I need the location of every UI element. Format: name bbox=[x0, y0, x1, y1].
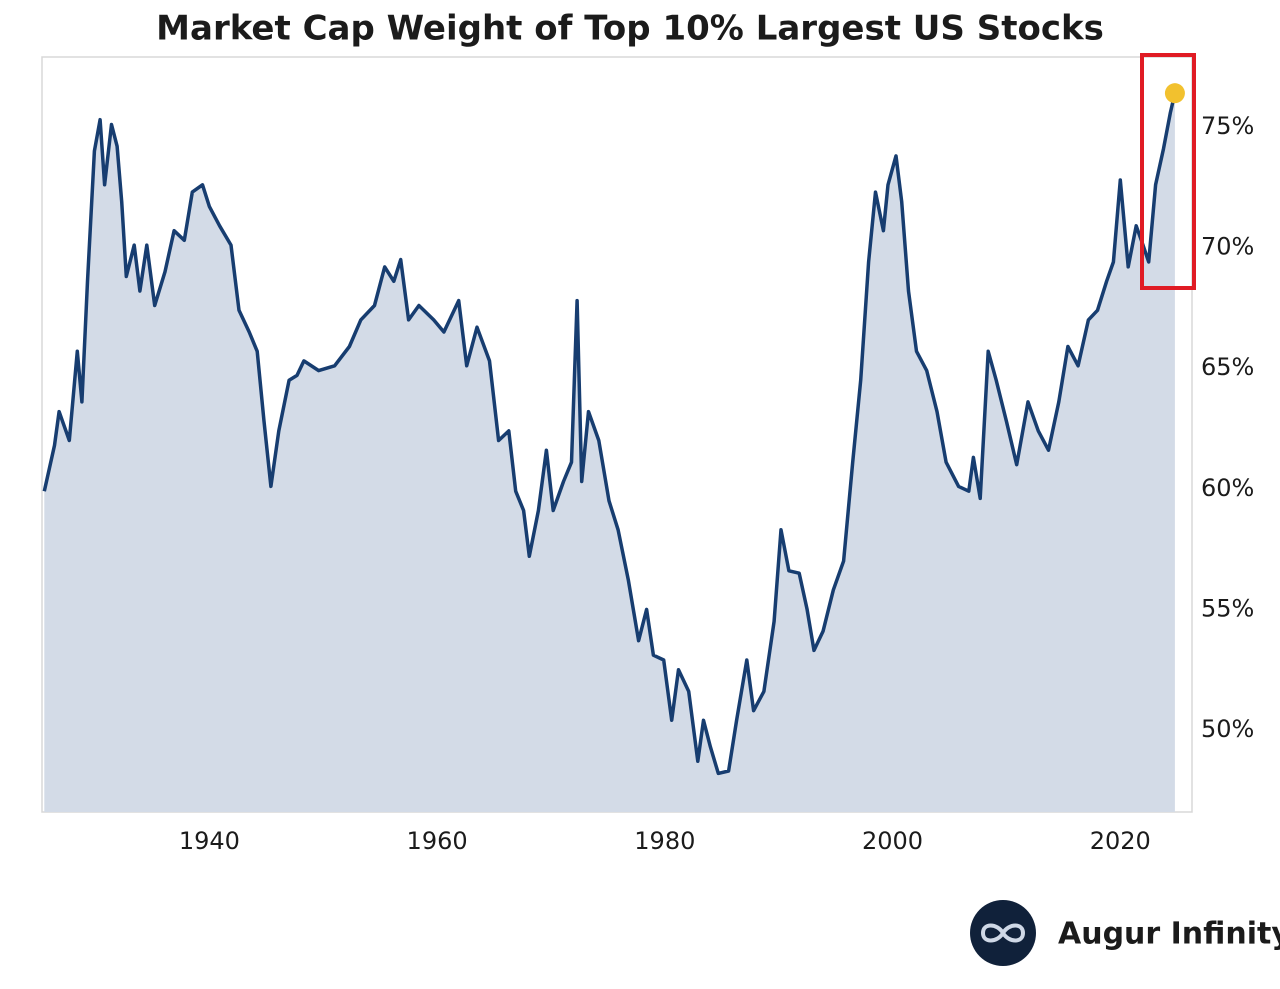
chart-title: Market Cap Weight of Top 10% Largest US … bbox=[156, 9, 1104, 49]
y-tick-label: 75% bbox=[1201, 112, 1254, 140]
x-tick-label: 1940 bbox=[179, 827, 240, 855]
x-tick-label: 1960 bbox=[407, 827, 468, 855]
x-tick-label: 2000 bbox=[862, 827, 923, 855]
x-tick-label: 1980 bbox=[634, 827, 695, 855]
latest-point bbox=[1164, 83, 1185, 104]
x-tick-label: 2020 bbox=[1090, 827, 1151, 855]
y-tick-label: 55% bbox=[1201, 594, 1254, 622]
y-tick-label: 60% bbox=[1201, 474, 1254, 502]
y-tick-label: 70% bbox=[1201, 233, 1254, 261]
plot-area bbox=[42, 83, 1185, 812]
area-fill bbox=[44, 93, 1175, 812]
logo-symbol bbox=[980, 923, 1026, 943]
y-tick-label: 50% bbox=[1201, 715, 1254, 743]
highlight-box bbox=[1140, 53, 1196, 290]
line bbox=[42, 92, 1177, 776]
y-tick-label: 65% bbox=[1201, 353, 1254, 381]
logo-text: Augur Infinity bbox=[1058, 917, 1280, 952]
